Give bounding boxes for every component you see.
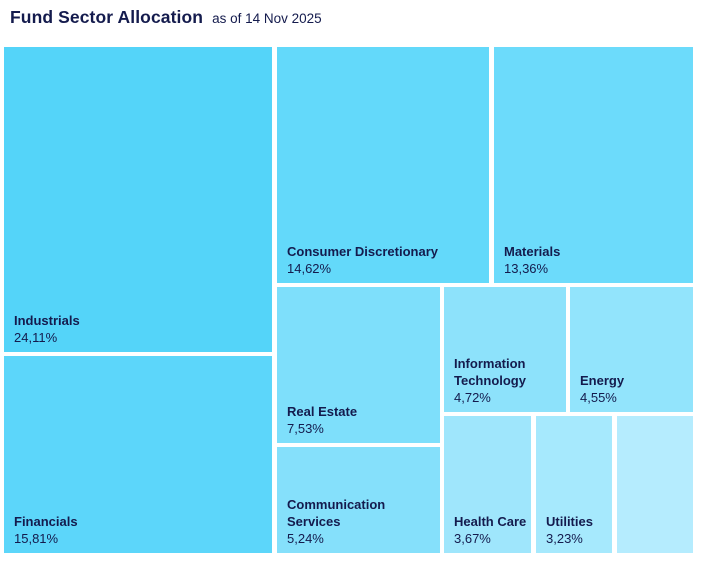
tile-sector-name: Industrials <box>14 313 80 328</box>
tile-sector-value: 7,53% <box>287 421 324 436</box>
treemap-tile-industrials[interactable]: Industrials 24,11% <box>4 47 272 352</box>
tile-label: Consumer Discretionary 14,62% <box>287 243 485 277</box>
chart-as-of-date: as of 14 Nov 2025 <box>212 11 322 26</box>
chart-header: Fund Sector Allocation as of 14 Nov 2025 <box>10 7 322 28</box>
tile-label: Health Care 3,67% <box>454 513 527 547</box>
tile-sector-name: Health Care <box>454 514 527 529</box>
tile-sector-value: 13,36% <box>504 261 549 276</box>
treemap-tile-real-estate[interactable]: Real Estate 7,53% <box>277 287 440 443</box>
tile-sector-name: Financials <box>14 514 78 529</box>
tile-sector-name: Communication Services <box>287 497 386 529</box>
tile-sector-value: 4,72% <box>454 390 491 405</box>
tile-sector-name: Materials <box>504 244 561 259</box>
tile-sector-name: Utilities <box>546 514 593 529</box>
tile-sector-name: Consumer Discretionary <box>287 244 438 259</box>
tile-label: Communication Services 5,24% <box>287 496 436 547</box>
treemap-tile-financials[interactable]: Financials 15,81% <box>4 356 272 553</box>
treemap-tile-health-care[interactable]: Health Care 3,67% <box>444 416 531 553</box>
tile-sector-value: 3,67% <box>454 531 491 546</box>
treemap-tile-utilities[interactable]: Utilities 3,23% <box>536 416 612 553</box>
tile-sector-name: Information Technology <box>454 356 526 388</box>
tile-label: Materials 13,36% <box>504 243 689 277</box>
chart-title: Fund Sector Allocation <box>10 7 204 27</box>
treemap-tile-consumer-discretionary[interactable]: Consumer Discretionary 14,62% <box>277 47 489 283</box>
tile-label: Information Technology 4,72% <box>454 355 562 406</box>
tile-sector-name: Energy <box>580 373 625 388</box>
tile-sector-value: 24,11% <box>14 330 58 345</box>
tile-label: Energy 4,55% <box>580 372 689 406</box>
tile-sector-value: 5,24% <box>287 531 324 546</box>
tile-label: Financials 15,81% <box>14 513 268 547</box>
tile-sector-value: 15,81% <box>14 531 59 546</box>
tile-sector-name: Real Estate <box>287 404 358 419</box>
treemap-tile-materials[interactable]: Materials 13,36% <box>494 47 693 283</box>
treemap-tile-communication-services[interactable]: Communication Services 5,24% <box>277 447 440 553</box>
tile-label: Industrials 24,11% <box>14 312 268 346</box>
tile-sector-value: 14,62% <box>287 261 332 276</box>
tile-sector-value: 4,55% <box>580 390 617 405</box>
tile-label: Real Estate 7,53% <box>287 403 436 437</box>
tile-label: Utilities 3,23% <box>546 513 608 547</box>
treemap-tile-information-technology[interactable]: Information Technology 4,72% <box>444 287 566 412</box>
treemap-tile-energy[interactable]: Energy 4,55% <box>570 287 693 412</box>
treemap-tile-unlabeled[interactable] <box>617 416 693 553</box>
tile-sector-value: 3,23% <box>546 531 583 546</box>
